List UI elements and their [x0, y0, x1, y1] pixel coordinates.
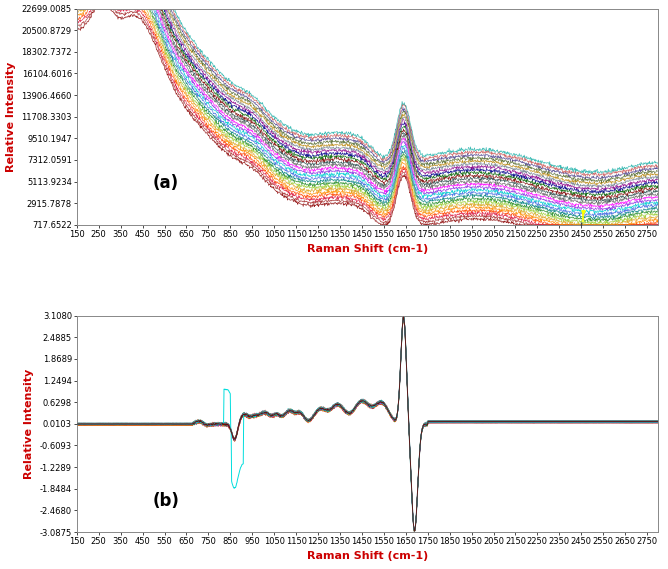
X-axis label: Raman Shift (cm-1): Raman Shift (cm-1)	[307, 551, 428, 562]
X-axis label: Raman Shift (cm-1): Raman Shift (cm-1)	[307, 244, 428, 254]
Text: (b): (b)	[152, 492, 179, 510]
Y-axis label: Relative Intensity: Relative Intensity	[24, 369, 34, 479]
Text: (a): (a)	[152, 175, 178, 192]
Y-axis label: Relative Intensity: Relative Intensity	[6, 61, 16, 172]
